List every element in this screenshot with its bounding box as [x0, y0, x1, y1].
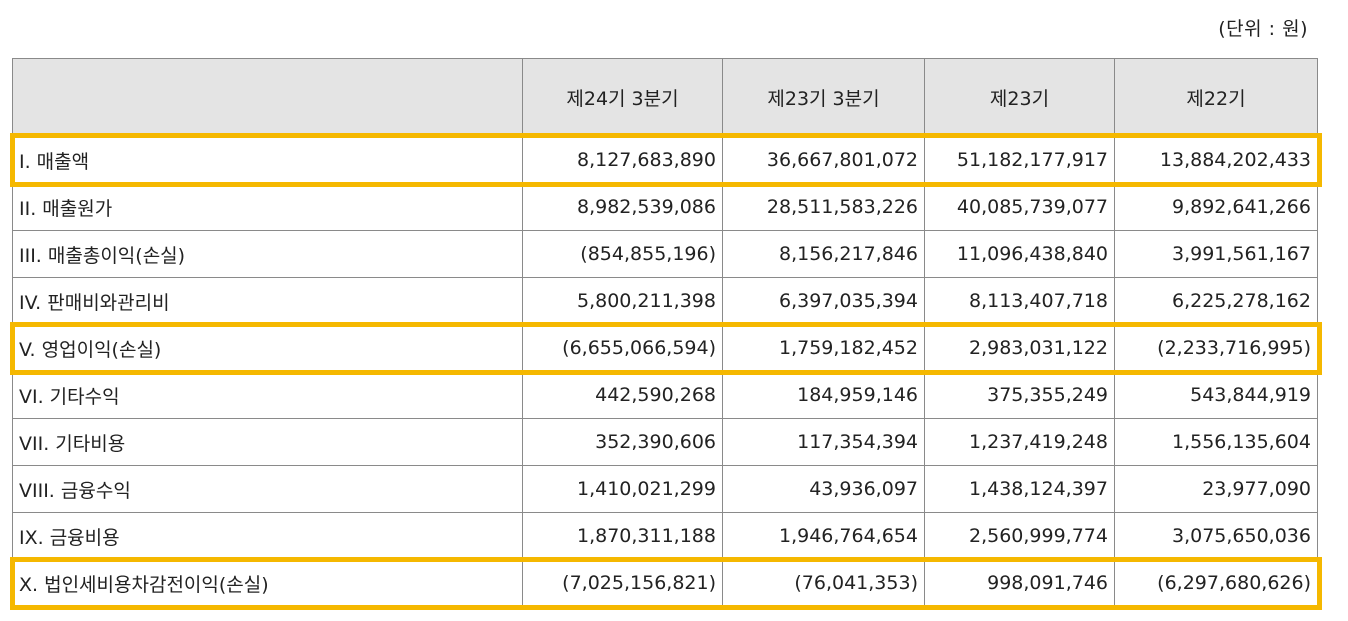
header-cell-period: 제23기 3분기 — [722, 58, 925, 137]
row-label: IX. 금융비용 — [12, 512, 523, 560]
row-value: 51,182,177,917 — [924, 135, 1115, 184]
header-cell-period: 제22기 — [1114, 58, 1318, 137]
row-label: VII. 기타비용 — [12, 418, 523, 466]
row-value: 442,590,268 — [522, 371, 723, 419]
table-row: I. 매출액 8,127,683,890 36,667,801,072 51,1… — [12, 135, 1318, 184]
row-value: 1,237,419,248 — [924, 418, 1115, 466]
table-row: IV. 판매비와관리비 5,800,211,398 6,397,035,394 … — [12, 277, 1318, 325]
row-value: 1,556,135,604 — [1114, 418, 1318, 466]
row-value: 8,113,407,718 — [924, 277, 1115, 325]
row-value: 543,844,919 — [1114, 371, 1318, 419]
row-value: 9,892,641,266 — [1114, 183, 1318, 231]
row-value: 375,355,249 — [924, 371, 1115, 419]
table-row: II. 매출원가 8,982,539,086 28,511,583,226 40… — [12, 183, 1318, 231]
row-value: 1,438,124,397 — [924, 465, 1115, 513]
row-value: 3,075,650,036 — [1114, 512, 1318, 560]
row-label: I. 매출액 — [12, 135, 523, 184]
row-value: 28,511,583,226 — [722, 183, 925, 231]
row-value: 1,410,021,299 — [522, 465, 723, 513]
row-value: (6,297,680,626) — [1114, 559, 1318, 607]
row-value: 1,946,764,654 — [722, 512, 925, 560]
row-value: (854,855,196) — [522, 230, 723, 278]
row-label: V. 영업이익(손실) — [12, 324, 523, 372]
header-cell-period: 제23기 — [924, 58, 1115, 137]
row-value: 2,560,999,774 — [924, 512, 1115, 560]
row-value: 11,096,438,840 — [924, 230, 1115, 278]
row-value: 23,977,090 — [1114, 465, 1318, 513]
row-label: VI. 기타수익 — [12, 371, 523, 419]
row-value: 5,800,211,398 — [522, 277, 723, 325]
row-value: 1,870,311,188 — [522, 512, 723, 560]
row-value: 2,983,031,122 — [924, 324, 1115, 372]
row-value: 1,759,182,452 — [722, 324, 925, 372]
income-statement-table: 제24기 3분기 제23기 3분기 제23기 제22기 I. 매출액 8,127… — [12, 58, 1318, 607]
row-value: 3,991,561,167 — [1114, 230, 1318, 278]
row-value: 6,225,278,162 — [1114, 277, 1318, 325]
row-label: IV. 판매비와관리비 — [12, 277, 523, 325]
table-row: VII. 기타비용 352,390,606 117,354,394 1,237,… — [12, 418, 1318, 466]
row-value: (76,041,353) — [722, 559, 925, 607]
row-value: 40,085,739,077 — [924, 183, 1115, 231]
row-value: 117,354,394 — [722, 418, 925, 466]
row-value: (6,655,066,594) — [522, 324, 723, 372]
row-value: 8,156,217,846 — [722, 230, 925, 278]
row-value: 13,884,202,433 — [1114, 135, 1318, 184]
table-row: VI. 기타수익 442,590,268 184,959,146 375,355… — [12, 371, 1318, 419]
unit-label: (단위 : 원) — [1218, 18, 1308, 40]
row-value: 8,982,539,086 — [522, 183, 723, 231]
row-value: 8,127,683,890 — [522, 135, 723, 184]
table-row: V. 영업이익(손실) (6,655,066,594) 1,759,182,45… — [12, 324, 1318, 372]
table-row: X. 법인세비용차감전이익(손실) (7,025,156,821) (76,04… — [12, 559, 1318, 607]
row-label: II. 매출원가 — [12, 183, 523, 231]
table-row: VIII. 금융수익 1,410,021,299 43,936,097 1,43… — [12, 465, 1318, 513]
row-value: 43,936,097 — [722, 465, 925, 513]
table-header-row: 제24기 3분기 제23기 3분기 제23기 제22기 — [12, 58, 1318, 137]
row-value: 352,390,606 — [522, 418, 723, 466]
row-label: X. 법인세비용차감전이익(손실) — [12, 559, 523, 607]
row-label: VIII. 금융수익 — [12, 465, 523, 513]
header-cell-label — [12, 58, 523, 137]
row-value: 6,397,035,394 — [722, 277, 925, 325]
row-value: 184,959,146 — [722, 371, 925, 419]
row-value: 36,667,801,072 — [722, 135, 925, 184]
row-value: (2,233,716,995) — [1114, 324, 1318, 372]
row-label: III. 매출총이익(손실) — [12, 230, 523, 278]
header-cell-period: 제24기 3분기 — [522, 58, 723, 137]
row-value: 998,091,746 — [924, 559, 1115, 607]
table-row: IX. 금융비용 1,870,311,188 1,946,764,654 2,5… — [12, 512, 1318, 560]
row-value: (7,025,156,821) — [522, 559, 723, 607]
table-row: III. 매출총이익(손실) (854,855,196) 8,156,217,8… — [12, 230, 1318, 278]
